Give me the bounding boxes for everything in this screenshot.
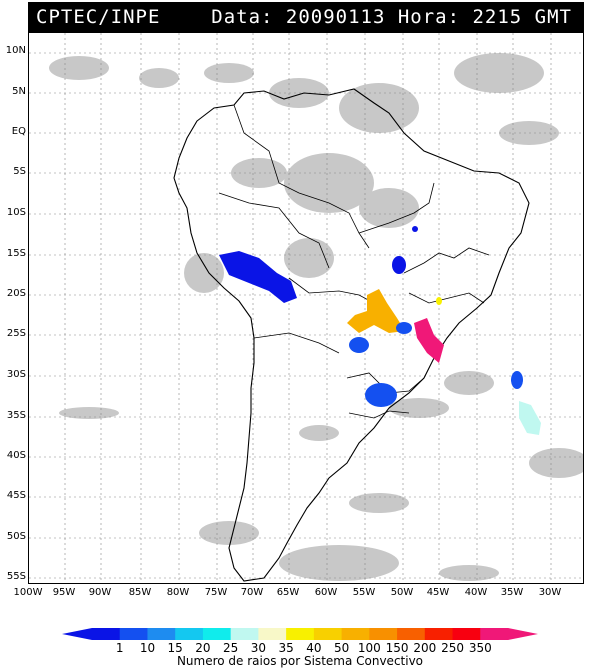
- lat-label-50s: 50S: [6, 531, 26, 542]
- lon-label-65w: 65W: [276, 587, 300, 598]
- lat-label-45s: 45S: [6, 490, 26, 501]
- colorbar-segment: [202, 628, 232, 640]
- cloud-cover: [49, 53, 583, 581]
- colorbar-arrow-right: [508, 628, 538, 640]
- lat-label-5s: 5S: [13, 166, 26, 177]
- lat-label-eq: EQ: [11, 126, 26, 137]
- convective-systems: [219, 226, 541, 435]
- colorbar-tick-label: 20: [195, 641, 211, 655]
- lat-label-10s: 10S: [6, 207, 26, 218]
- colorbar-segment: [286, 628, 315, 640]
- colorbar-segment: [147, 628, 176, 640]
- colorbar-segment: [341, 628, 370, 640]
- colorbar-tick-label: 50: [333, 641, 350, 655]
- colorbar-tick-label: 200: [413, 641, 437, 655]
- colorbar-tick-label: 25: [223, 641, 239, 655]
- colorbar: [62, 628, 538, 640]
- colorbar-tick-label: 100: [357, 641, 381, 655]
- colorbar-tick-label: 15: [167, 641, 183, 655]
- map-header: CPTEC/INPE Data: 20090113 Hora: 2215 GMT: [28, 2, 584, 32]
- lat-label-15s: 15S: [6, 248, 26, 259]
- agency-label: CPTEC/INPE: [36, 6, 161, 28]
- colorbar-tick-label: 10: [139, 641, 156, 655]
- lon-label-85w: 85W: [128, 587, 152, 598]
- lat-label-25s: 25S: [6, 328, 26, 339]
- south-america-outline: [173, 88, 530, 582]
- lon-label-75w: 75W: [204, 587, 228, 598]
- map-canvas: [29, 33, 583, 583]
- lon-label-95w: 95W: [52, 587, 76, 598]
- colorbar-segment: [313, 628, 343, 640]
- colorbar-tick-label: 30: [250, 641, 267, 655]
- lon-label-60w: 60W: [314, 587, 338, 598]
- lon-label-90w: 90W: [88, 587, 112, 598]
- colorbar-segment: [397, 628, 426, 640]
- colorbar-segment: [230, 628, 259, 640]
- colorbar-tick-label: 35: [278, 641, 294, 655]
- colorbar-segment: [175, 628, 204, 640]
- lon-label-70w: 70W: [240, 587, 264, 598]
- lon-label-80w: 80W: [166, 587, 190, 598]
- colorbar-segment: [119, 628, 148, 640]
- colorbar-segment: [480, 628, 509, 640]
- lat-label-35s: 35S: [6, 410, 26, 421]
- lon-label-50w: 50W: [390, 587, 414, 598]
- lon-label-100w: 100W: [13, 587, 43, 598]
- colorbar-tick-label: 150: [385, 641, 409, 655]
- lon-label-30w: 30W: [538, 587, 562, 598]
- colorbar-segment: [452, 628, 481, 640]
- colorbar-arrow-left: [62, 628, 92, 640]
- graticule: [29, 33, 583, 583]
- colorbar-tick-label: 1: [115, 641, 124, 655]
- colorbar-tick-label: 40: [306, 641, 322, 655]
- colorbar-tick-label: 250: [441, 641, 464, 655]
- lat-label-40s: 40S: [6, 450, 26, 461]
- lon-label-40w: 40W: [464, 587, 488, 598]
- lat-label-30s: 30S: [6, 369, 26, 380]
- lat-label-20s: 20S: [6, 288, 26, 299]
- lon-label-55w: 55W: [352, 587, 376, 598]
- datetime-label: Data: 20090113 Hora: 2215 GMT: [211, 6, 572, 28]
- lon-label-35w: 35W: [500, 587, 524, 598]
- map-frame: [28, 32, 584, 584]
- colorbar-segment: [92, 628, 121, 640]
- colorbar-segment: [369, 628, 398, 640]
- colorbar-title: Numero de raios por Sistema Convectivo: [176, 654, 424, 668]
- lat-label-5n: 5N: [12, 86, 26, 97]
- colorbar-segment: [258, 628, 287, 640]
- lat-label-10n: 10N: [5, 45, 26, 56]
- colorbar-tick-label: 350: [468, 641, 492, 655]
- lon-label-45w: 45W: [426, 587, 450, 598]
- colorbar-segment: [424, 628, 454, 640]
- lat-label-55s: 55S: [6, 571, 26, 582]
